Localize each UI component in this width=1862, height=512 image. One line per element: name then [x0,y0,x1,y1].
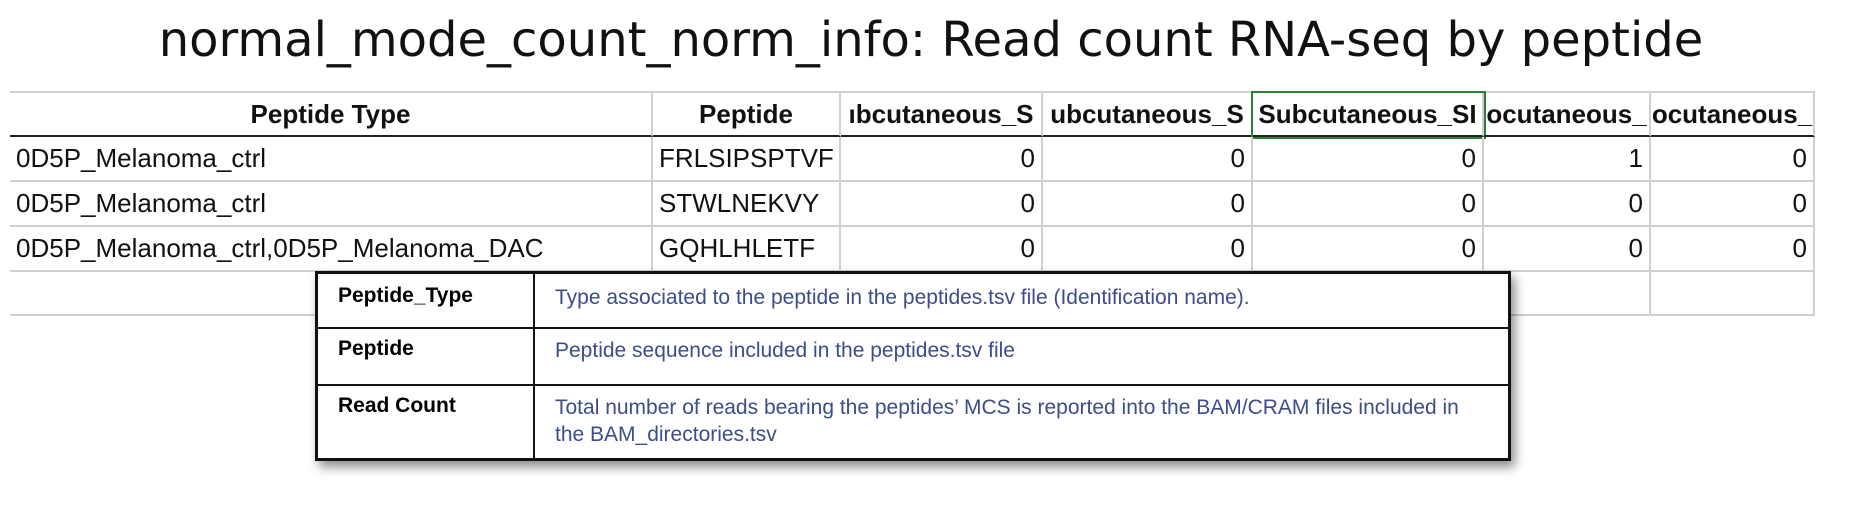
table-cell: 0 [1253,227,1484,272]
table-cell: 0 [1043,137,1253,182]
table-cell: 1 [1484,137,1651,182]
table-cell: 0 [841,137,1043,182]
column-header: ocutaneous_ [1651,93,1815,137]
page-title: normal_mode_count_norm_info: Read count … [158,12,1704,68]
legend-description: Total number of reads bearing the peptid… [555,396,1459,446]
legend-row: Read Count Total number of reads bearing … [318,384,1508,458]
table-cell: 0D5P_Melanoma_ctrl,0D5P_Melanoma_DAC [10,227,653,272]
legend-table: Peptide_Type Type associated to the pepti… [315,271,1511,461]
column-header: Subcutaneous_SI [1251,91,1486,139]
table-cell: FRLSIPSPTVF [653,137,841,182]
table-cell: STWLNEKVY [653,182,841,227]
table-cell: 0 [1651,137,1815,182]
table-cell: GQHLHLETF [653,227,841,272]
table-cell: 0 [1484,227,1651,272]
legend-row: Peptide Peptide sequence included in the … [318,327,1508,386]
table-cell: 0D5P_Melanoma_ctrl [10,182,653,227]
column-header: ıbcutaneous_S [841,93,1043,137]
table-cell: 0D5P_Melanoma_ctrl [10,137,653,182]
table-cell: 0 [1043,182,1253,227]
table-cell: 0 [841,227,1043,272]
column-header: ocutaneous_ [1484,93,1651,137]
legend-row: Peptide_Type Type associated to the pepti… [318,274,1508,329]
empty-cell [1651,272,1815,316]
table-cell: 0 [1043,227,1253,272]
table-cell: 0 [1651,227,1815,272]
legend-term: Peptide_Type [318,274,535,327]
legend-description: Peptide sequence included in the peptide… [555,339,1015,362]
table-cell: 0 [1484,182,1651,227]
legend-term: Read Count [318,384,535,458]
table-cell: 0 [1253,182,1484,227]
empty-cell [1484,272,1651,316]
table-cell: 0 [841,182,1043,227]
legend-description: Type associated to the peptide in the pe… [555,286,1250,309]
table-cell: 0 [1253,137,1484,182]
legend-term: Peptide [318,327,535,384]
column-header: ubcutaneous_S [1043,93,1253,137]
sheet-border [10,91,1815,93]
table-cell: 0 [1651,182,1815,227]
column-header: Peptide Type [10,93,653,137]
column-header: Peptide [653,93,841,137]
